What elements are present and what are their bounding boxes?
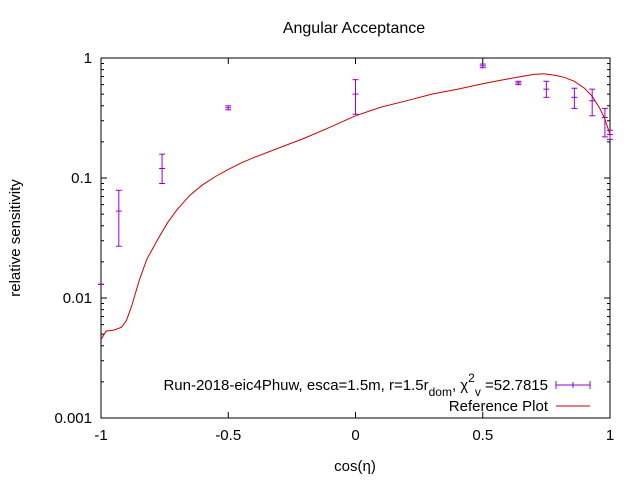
x-tick-label: -1 [94, 427, 107, 444]
data-point [159, 153, 166, 184]
data-point [479, 63, 486, 69]
reference-curve [101, 73, 610, 340]
data-point [601, 107, 608, 138]
legend-data-label-sup: 2 [468, 371, 475, 385]
data-point [607, 129, 613, 140]
x-tick-label: 1 [606, 427, 614, 444]
y-axis: 0.001 0.01 0.1 1 [54, 50, 610, 427]
data-point [515, 80, 522, 86]
legend-data-label-sub1: dom [429, 385, 452, 399]
x-axis: -1 -0.5 0 0.5 1 [94, 58, 614, 444]
legend-data-label-suffix: =52.7815 [481, 377, 548, 394]
legend: Run-2018-eic4Phuw, esca=1.5m, r=1.5rdom,… [163, 371, 591, 415]
data-point [115, 189, 122, 247]
x-tick-label: 0.5 [472, 427, 493, 444]
x-tick-label: 0 [351, 427, 359, 444]
legend-data-label-prefix: Run-2018-eic4Phuw, esca=1.5m, r=1.5r [163, 377, 428, 394]
y-tick-label: 1 [84, 50, 92, 67]
x-axis-label: cos(η) [334, 458, 376, 475]
data-point [352, 79, 359, 115]
y-tick-label: 0.01 [63, 290, 92, 307]
legend-reference-label: Reference Plot [449, 398, 549, 415]
chart-title: Angular Acceptance [283, 20, 425, 37]
data-point [225, 105, 232, 111]
legend-data-label: Run-2018-eic4Phuw, esca=1.5m, r=1.5rdom,… [163, 371, 548, 399]
legend-data-label-sub2: v [475, 385, 481, 399]
y-axis-label: relative sensitivity [7, 179, 24, 297]
data-point [543, 80, 550, 98]
legend-data-key [555, 381, 591, 389]
data-point [571, 87, 578, 109]
y-tick-label: 0.001 [54, 410, 92, 427]
data-point [589, 88, 596, 117]
plot-area [98, 63, 613, 340]
legend-data-label-mid: , χ [452, 377, 468, 394]
y-tick-label: 0.1 [71, 170, 92, 187]
x-tick-label: -0.5 [215, 427, 241, 444]
